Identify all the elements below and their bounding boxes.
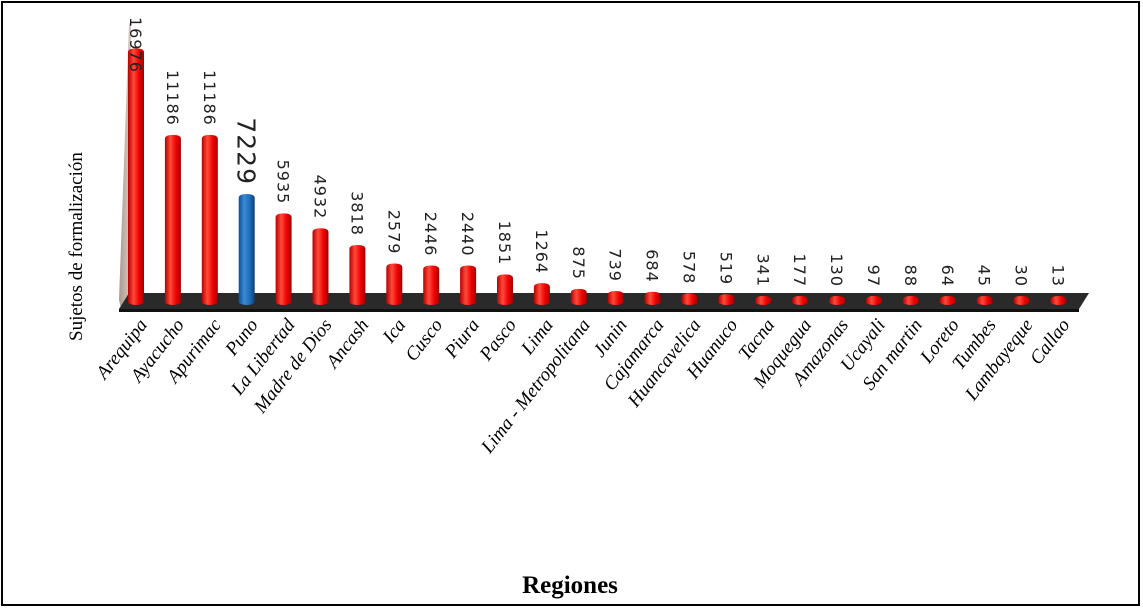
value-label: 1851 — [495, 221, 514, 266]
category-label: Ica — [378, 315, 410, 348]
value-label: 519 — [716, 252, 735, 286]
bar-ancash — [349, 244, 366, 305]
value-label: 2579 — [384, 210, 403, 255]
value-labels-group: 16976 11186 11186 7229 5935 4932 3818 2579 2446 2… — [126, 17, 1068, 287]
value-label: 1264 — [532, 229, 551, 274]
value-label: 13 — [1049, 265, 1068, 287]
bar-lima — [533, 283, 550, 305]
bar-cajamarca — [644, 291, 661, 305]
bar-lima-metropolitana — [570, 288, 587, 305]
bar-tacna — [755, 296, 772, 305]
bar-loreto — [939, 296, 956, 305]
bar-ayacucho — [164, 134, 181, 305]
value-label: 130 — [827, 253, 846, 287]
bar-san-martin — [902, 296, 919, 305]
y-axis-label: Sujetos de formalización — [66, 152, 87, 341]
value-label: 177 — [790, 253, 809, 287]
value-label: 5935 — [274, 160, 293, 205]
bar-madre-de-dios — [312, 228, 329, 305]
category-label: Cusco — [401, 315, 447, 365]
bar-huancavelica — [681, 293, 698, 305]
value-label: 684 — [643, 249, 662, 283]
value-label: 11186 — [163, 70, 182, 126]
bar-piura — [460, 265, 477, 305]
bar-la-libertad — [275, 213, 292, 305]
bar-lambayeque — [1013, 296, 1030, 305]
value-label: 88 — [901, 265, 920, 287]
category-label: Piura — [440, 315, 484, 363]
value-label: 341 — [753, 253, 772, 287]
value-label: 739 — [606, 248, 625, 282]
bar-ica — [386, 263, 403, 305]
value-label: 30 — [1012, 265, 1031, 287]
value-label: 3818 — [347, 191, 366, 236]
bar-tumbes — [976, 296, 993, 305]
bar-junin — [607, 290, 624, 305]
category-label: Pasco — [475, 315, 521, 365]
bar-cusco — [423, 265, 440, 305]
value-label: 578 — [680, 251, 699, 285]
bars-group — [128, 48, 1067, 306]
value-label: 64 — [938, 265, 957, 287]
category-label: Callao — [1026, 315, 1074, 369]
bar-ucayali — [866, 296, 882, 305]
bar-pasco — [497, 274, 513, 305]
bar-apurimac — [201, 134, 218, 305]
chart-floor-edge — [119, 309, 1079, 312]
value-label: 11186 — [200, 70, 219, 126]
value-label: 97 — [864, 265, 883, 287]
value-label: 2440 — [458, 212, 477, 257]
bar-huanuco — [718, 294, 735, 305]
bar-puno — [238, 193, 255, 305]
bar-callao — [1050, 296, 1067, 305]
value-label: 7229 — [232, 117, 261, 185]
value-label: 875 — [569, 246, 588, 280]
value-label: 4932 — [311, 175, 330, 220]
value-label: 2446 — [421, 212, 440, 257]
bar-chart: 16976 11186 11186 7229 5935 4932 3818 2579 2446 2… — [66, 17, 1089, 599]
value-label: 45 — [975, 265, 994, 287]
value-label: 16976 — [126, 17, 145, 73]
bar-amazonas — [829, 296, 846, 305]
bar-arequipa — [128, 48, 144, 306]
x-axis-label: Regiones — [522, 572, 618, 599]
bar-moquegua — [792, 296, 809, 305]
